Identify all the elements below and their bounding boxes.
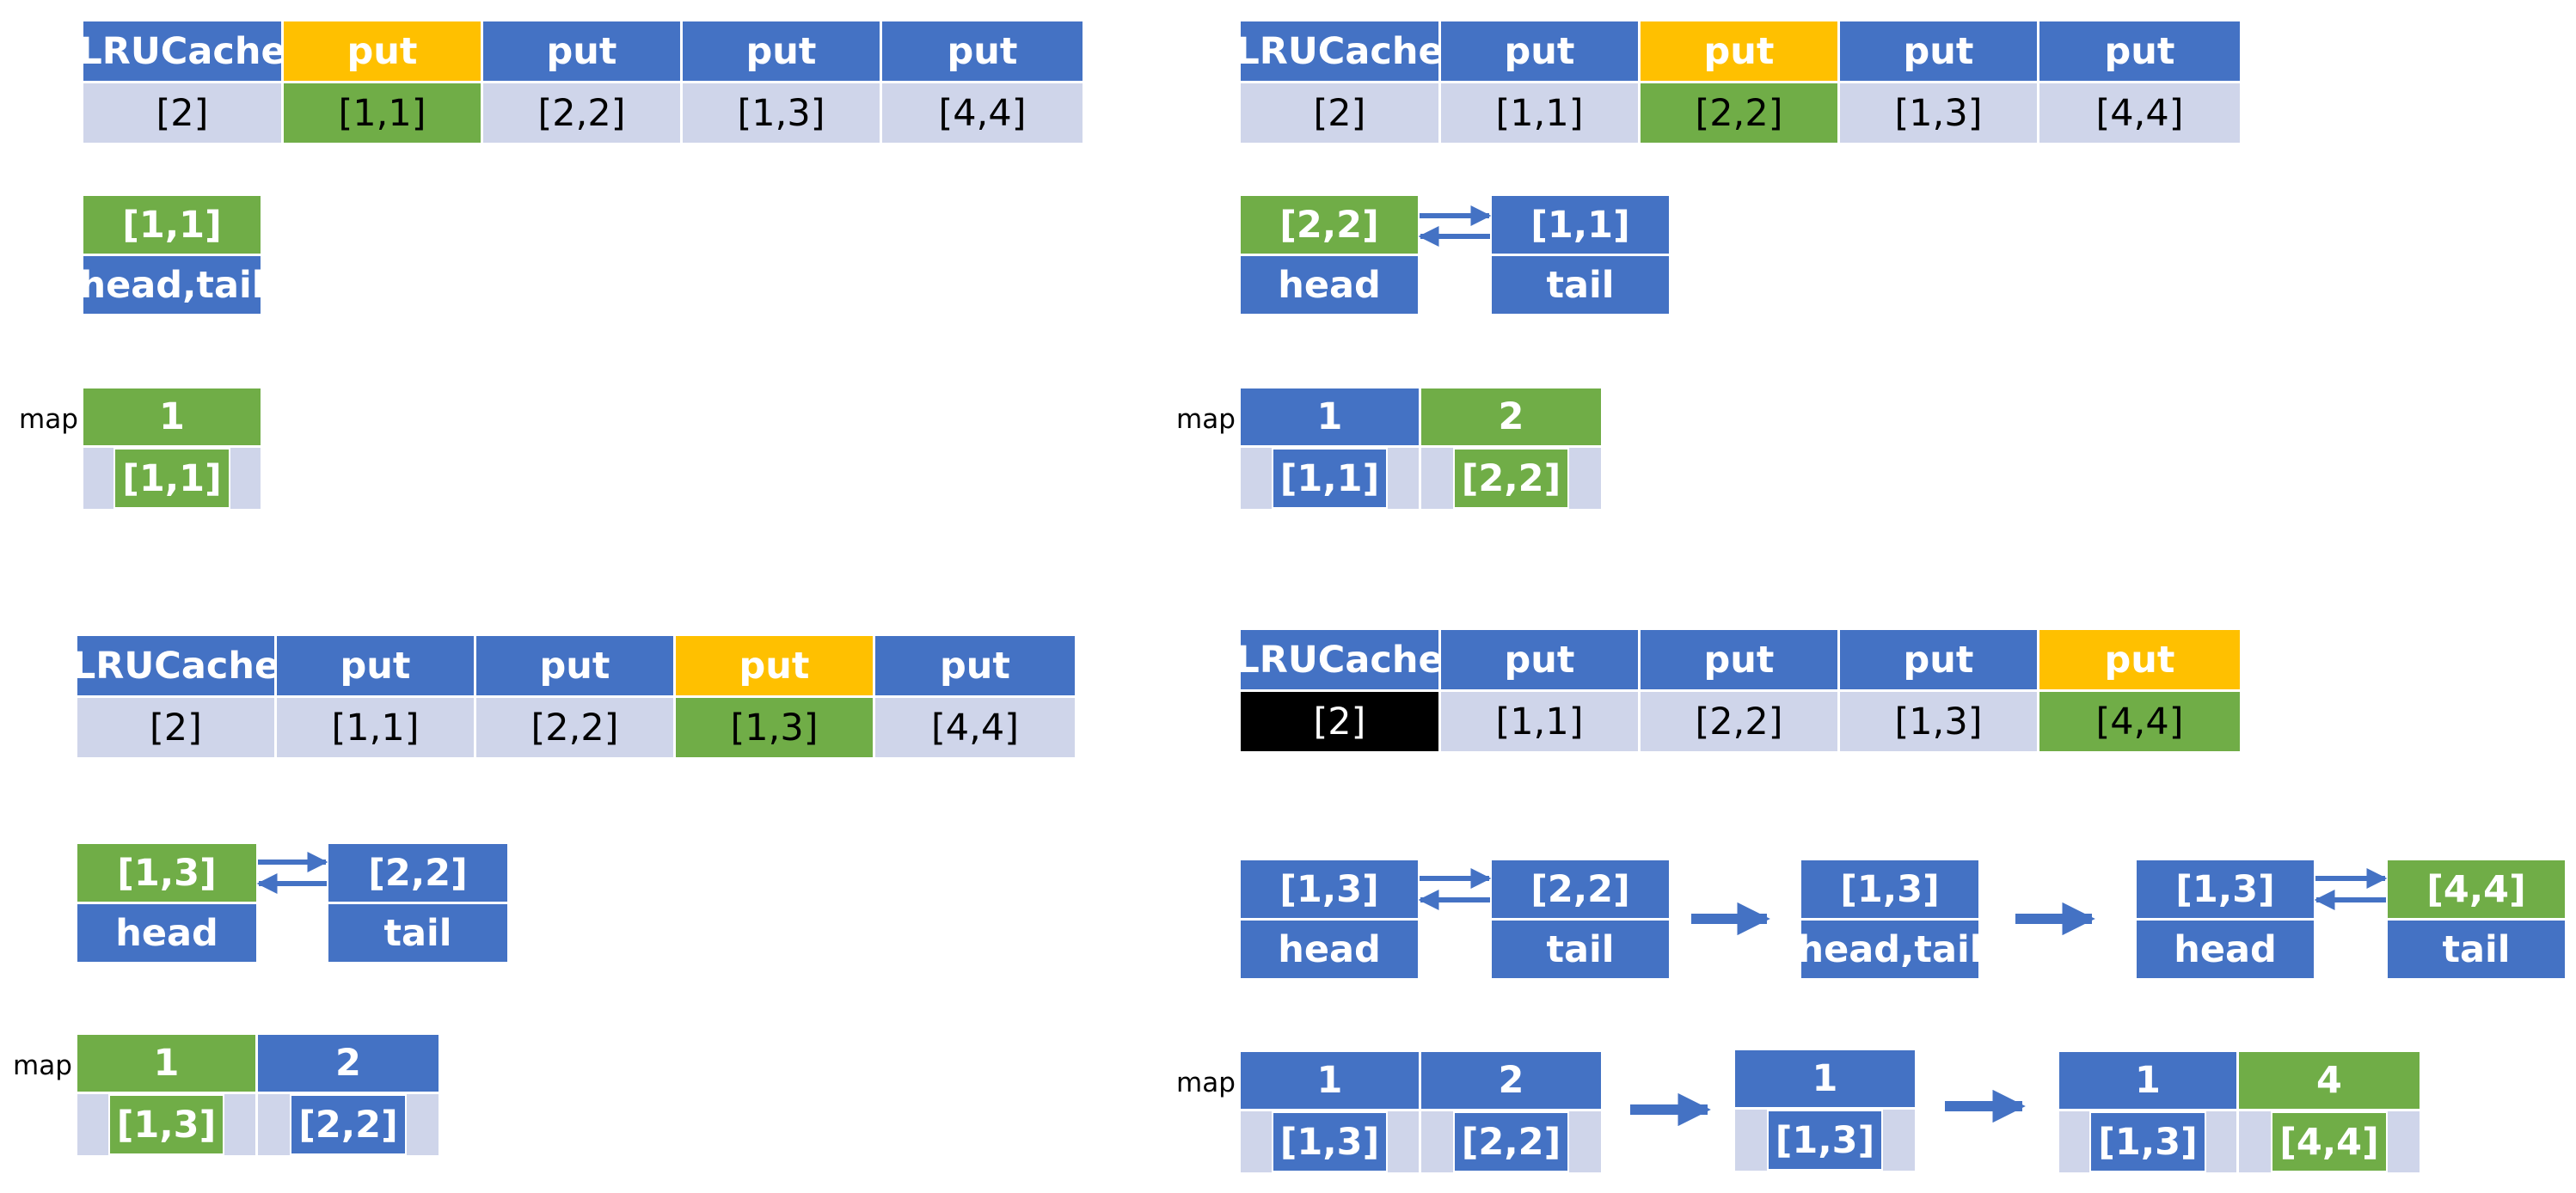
- op-header-put: put: [1840, 21, 2039, 81]
- op-header-lrucache: LRUCache: [1236, 630, 1444, 689]
- op-header-put: put: [882, 21, 1083, 81]
- op-arg-current: [2,2]: [1641, 83, 1840, 143]
- op-header-put: put: [1641, 21, 1840, 81]
- op-header-put: put: [284, 21, 483, 81]
- op-header-put: put: [2039, 21, 2240, 81]
- list-node-value: [1,3]: [2137, 860, 2314, 918]
- map-key: 1: [77, 1035, 258, 1092]
- map-value: [1,1]: [1271, 448, 1389, 509]
- double-link-arrows: [256, 852, 328, 894]
- list-node-role: head: [2137, 921, 2314, 978]
- map-value: [1,3]: [1766, 1110, 1884, 1171]
- op-arg-evicted-capacity: [2]: [1241, 692, 1441, 751]
- map-slot: [4,4]: [2239, 1111, 2420, 1172]
- map-key: 1: [1241, 388, 1421, 445]
- op-header-put: put: [277, 636, 476, 695]
- list-node-role: head: [1241, 921, 1418, 978]
- list-node-value: [1,3]: [77, 844, 256, 902]
- list-node-role: head: [77, 904, 256, 962]
- op-header-put: put: [1441, 21, 1641, 81]
- list-node-role: head: [1241, 256, 1418, 314]
- map-value: [2,2]: [1452, 1111, 1570, 1172]
- op-header-put: put: [483, 21, 683, 81]
- list-node-value: [1,3]: [1241, 860, 1418, 918]
- map-key: 4: [2239, 1052, 2420, 1109]
- map-value: [2,2]: [290, 1094, 407, 1155]
- map-slot: [2,2]: [258, 1094, 439, 1155]
- map-key: 2: [258, 1035, 439, 1092]
- op-arg: [1,3]: [683, 83, 882, 143]
- list-node-value: [1,1]: [1492, 196, 1669, 254]
- list-node-role: tail: [1492, 256, 1669, 314]
- double-link-arrows: [1418, 868, 1492, 910]
- map-value: [4,4]: [2271, 1111, 2388, 1172]
- op-arg: [1,3]: [1840, 692, 2039, 751]
- map-value: [1,1]: [113, 448, 230, 509]
- list-node-role: tail: [328, 904, 507, 962]
- map-slot: [2,2]: [1421, 448, 1601, 509]
- map-slot: [1,3]: [1735, 1110, 1915, 1171]
- list-node-role: head,tail: [80, 256, 264, 314]
- list-node-value: [4,4]: [2388, 860, 2565, 918]
- op-arg: [1,1]: [1441, 692, 1641, 751]
- op-header-put: put: [1641, 630, 1840, 689]
- op-arg-current: [1,3]: [676, 698, 875, 757]
- op-arg: [2,2]: [476, 698, 676, 757]
- list-node-value: [2,2]: [1492, 860, 1669, 918]
- map-value: [1,3]: [2089, 1111, 2206, 1172]
- double-link-arrows: [1418, 205, 1492, 247]
- map-key: 2: [1421, 388, 1601, 445]
- op-arg: [4,4]: [875, 698, 1075, 757]
- op-header-put: put: [683, 21, 882, 81]
- map-label: map: [1176, 404, 1236, 435]
- list-node-role: head,tail: [1798, 921, 1982, 978]
- map-key: 1: [1241, 1052, 1421, 1109]
- op-arg-current: [1,1]: [284, 83, 483, 143]
- op-header-put: put: [875, 636, 1075, 695]
- map-slot: [1,1]: [1241, 448, 1421, 509]
- list-node-role: tail: [2388, 921, 2565, 978]
- op-arg: [2,2]: [1641, 692, 1840, 751]
- op-arg: [1,1]: [277, 698, 476, 757]
- op-header-put: put: [1840, 630, 2039, 689]
- map-slot: [1,3]: [77, 1094, 258, 1155]
- map-slot: [1,3]: [1241, 1111, 1421, 1172]
- map-value: [1,3]: [107, 1094, 225, 1155]
- op-arg-current: [4,4]: [2039, 692, 2240, 751]
- op-header-lrucache: LRUCache: [72, 636, 279, 695]
- list-node-value: [2,2]: [1241, 196, 1418, 254]
- op-arg: [2,2]: [483, 83, 683, 143]
- op-arg: [1,1]: [1441, 83, 1641, 143]
- op-arg: [4,4]: [2039, 83, 2240, 143]
- map-key: 2: [1421, 1052, 1601, 1109]
- op-header-lrucache: LRUCache: [78, 21, 286, 81]
- op-arg: [2]: [83, 83, 284, 143]
- map-slot: [1,1]: [83, 448, 261, 509]
- map-label: map: [19, 404, 78, 435]
- list-node-value: [1,3]: [1801, 860, 1978, 918]
- map-key: 1: [1735, 1050, 1915, 1107]
- map-key: 1: [83, 388, 261, 445]
- list-node-value: [1,1]: [83, 196, 261, 254]
- op-arg: [1,3]: [1840, 83, 2039, 143]
- op-arg: [2]: [1241, 83, 1441, 143]
- map-label: map: [1176, 1068, 1236, 1098]
- list-node-role: tail: [1492, 921, 1669, 978]
- op-arg: [4,4]: [882, 83, 1083, 143]
- op-header-put: put: [676, 636, 875, 695]
- op-header-put: put: [1441, 630, 1641, 689]
- map-value: [1,3]: [1271, 1111, 1389, 1172]
- op-header-put: put: [476, 636, 676, 695]
- map-slot: [2,2]: [1421, 1111, 1601, 1172]
- map-value: [2,2]: [1452, 448, 1570, 509]
- map-label: map: [13, 1050, 72, 1081]
- map-slot: [1,3]: [2059, 1111, 2239, 1172]
- op-arg: [2]: [77, 698, 277, 757]
- op-header-lrucache: LRUCache: [1236, 21, 1444, 81]
- list-node-value: [2,2]: [328, 844, 507, 902]
- map-key: 1: [2059, 1052, 2239, 1109]
- double-link-arrows: [2314, 868, 2388, 910]
- op-header-put: put: [2039, 630, 2240, 689]
